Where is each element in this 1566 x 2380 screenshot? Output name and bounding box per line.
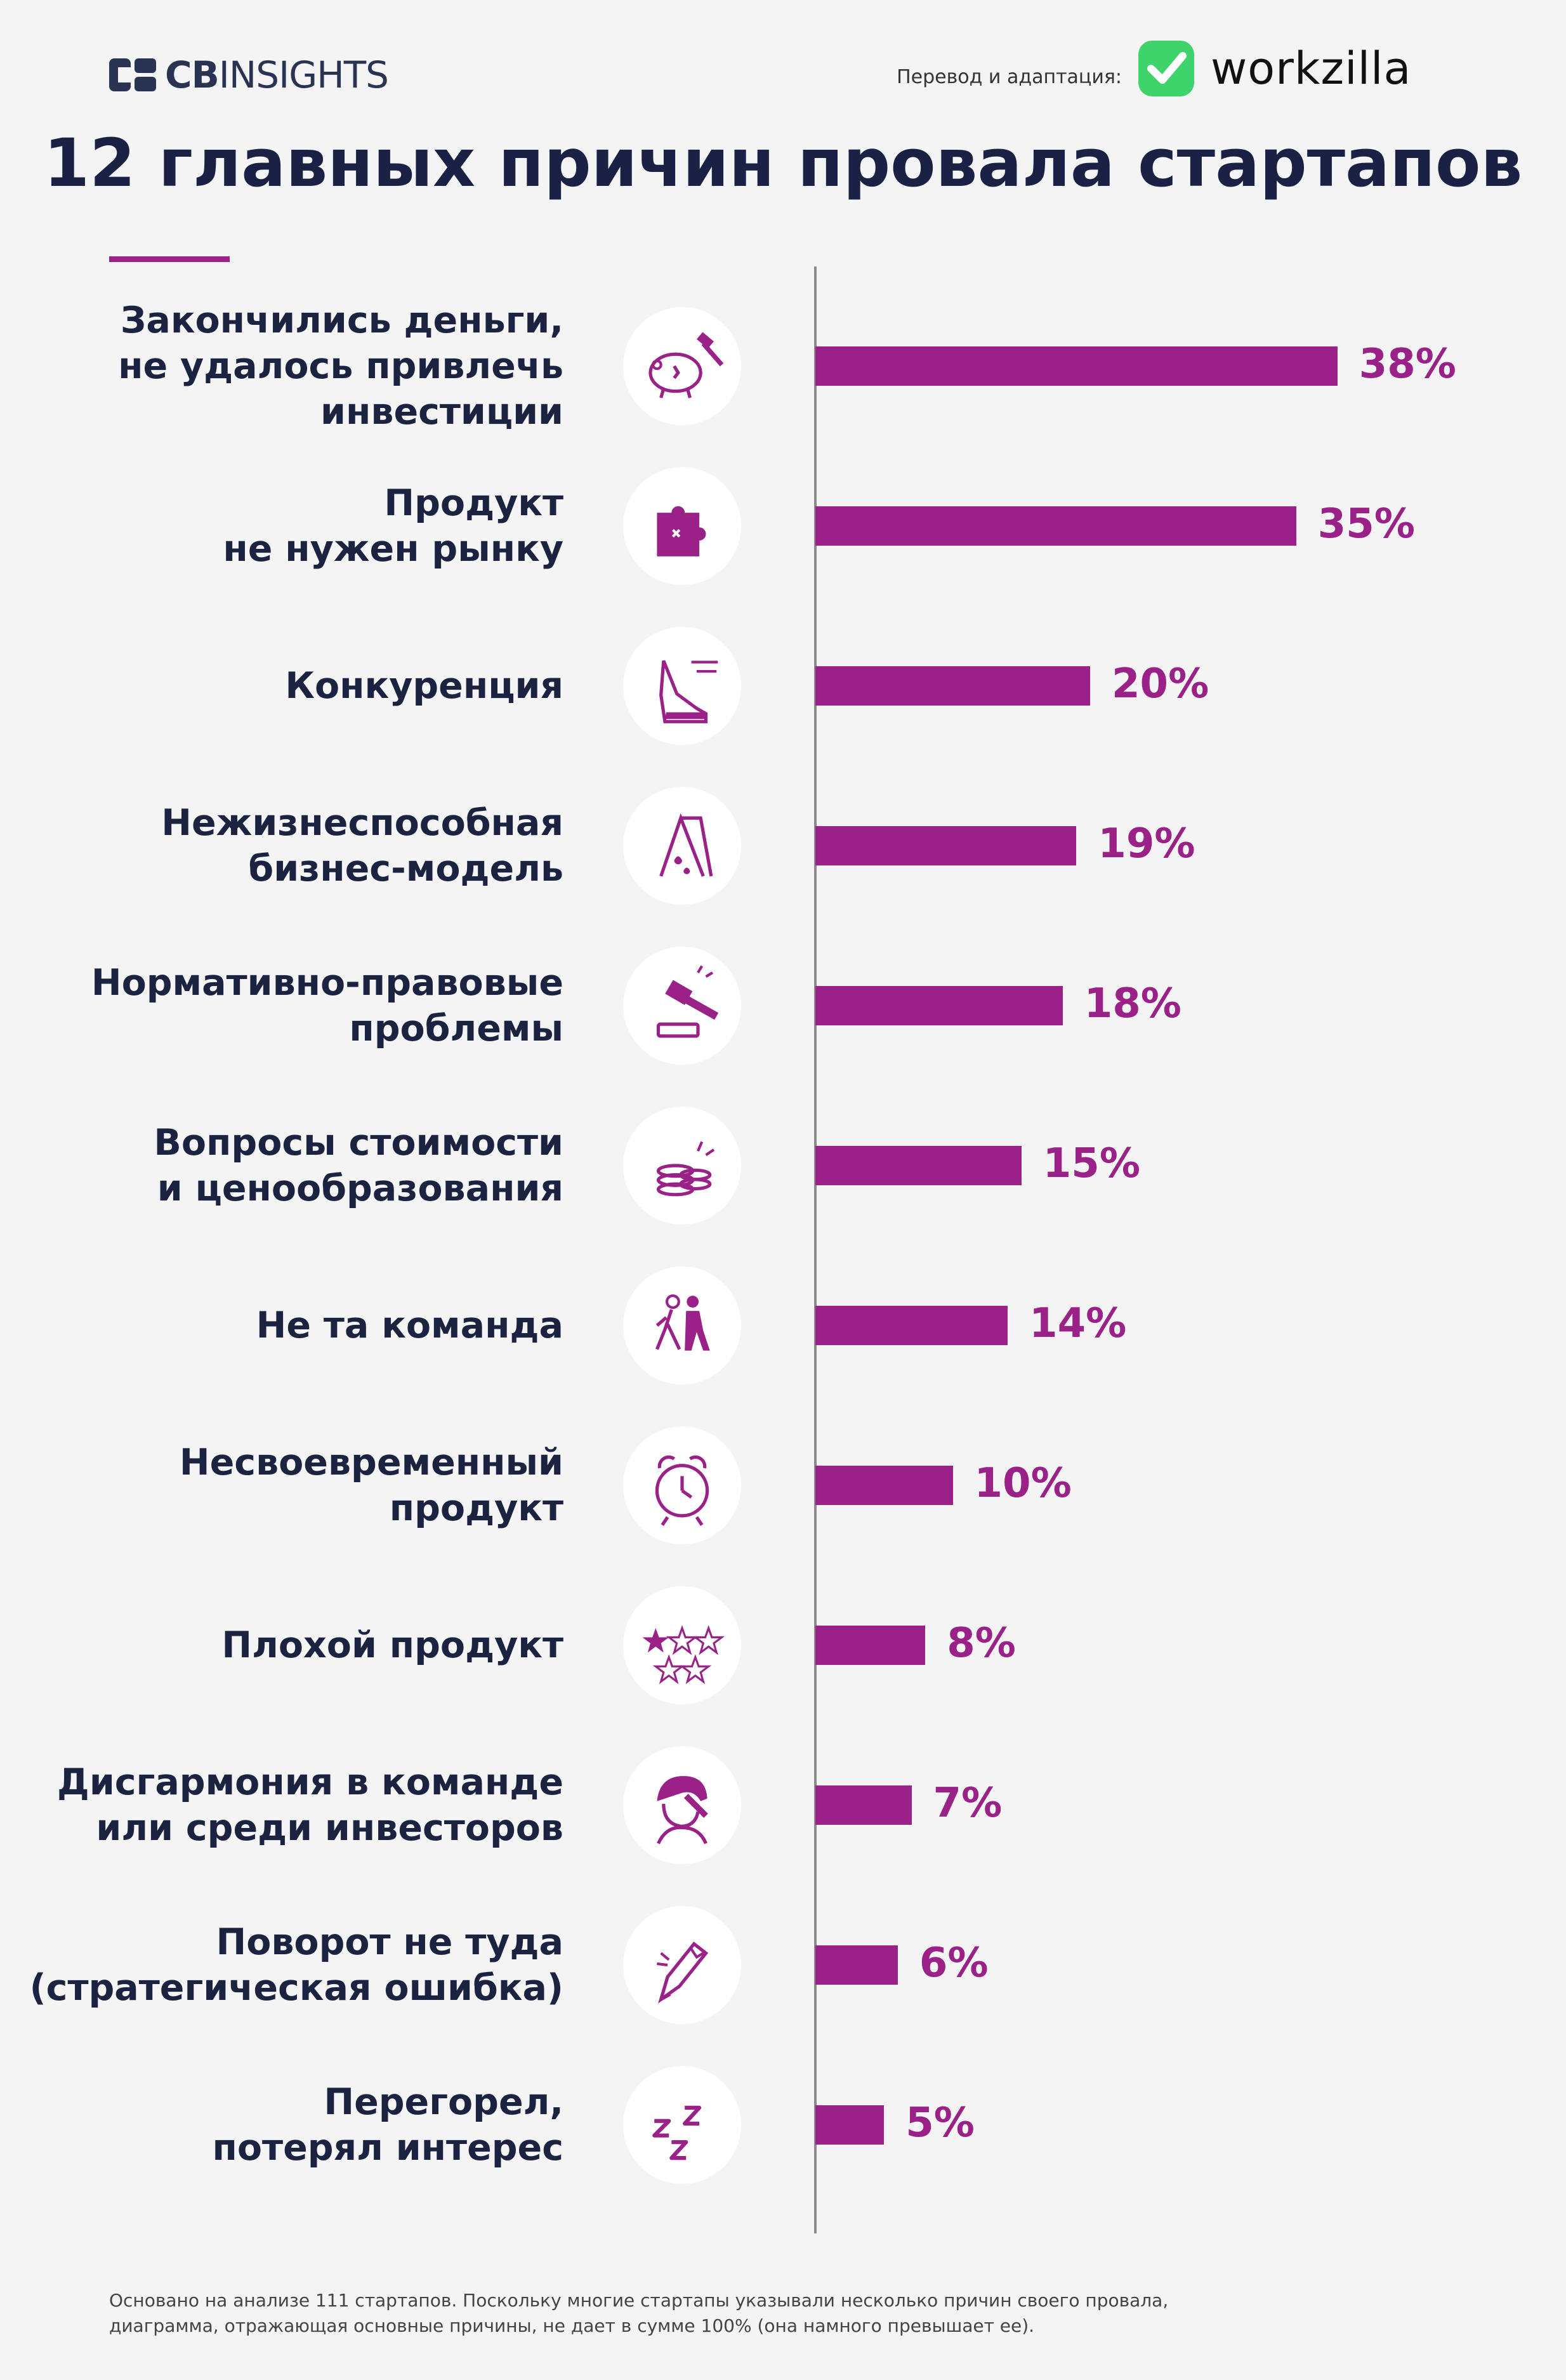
bar-value-label: 35%	[1317, 501, 1415, 548]
chart-row: Конкуренция 20%	[0, 607, 1566, 765]
bar	[815, 1306, 1008, 1345]
sleep-zzz-icon	[623, 2066, 741, 2184]
bar	[815, 826, 1077, 865]
alarm-clock-icon	[623, 1426, 741, 1544]
workzilla-wordmark: workzilla	[1211, 43, 1412, 95]
bar-value-label: 5%	[905, 2100, 975, 2147]
bar	[815, 1146, 1022, 1185]
walking-people-icon	[623, 1266, 741, 1384]
category-label-line: Перегорел,	[324, 2081, 563, 2123]
bar-value-label: 38%	[1359, 341, 1456, 388]
bar-value-label: 10%	[974, 1460, 1072, 1507]
bar-value-label: 20%	[1112, 661, 1209, 707]
category-label-line: Не та команда	[256, 1305, 563, 1346]
gavel-icon	[623, 947, 741, 1065]
bar	[815, 346, 1338, 386]
coin-stack-icon	[623, 1107, 741, 1225]
leaking-sign-icon	[623, 787, 741, 905]
chart-row: Закончились деньги, не удалось привлечь ин…	[0, 287, 1566, 445]
bar	[815, 1785, 912, 1825]
category-label: Дисгармония в команде или среди инвесторо…	[57, 1759, 563, 1851]
footnote-line-2: диаграмма, отражающая основные причины, …	[109, 2315, 1035, 2336]
chart-row: Не та команда 14%	[0, 1246, 1566, 1405]
category-label: Поворот не туда (стратегическая ошибка)	[30, 1919, 563, 2011]
bar	[815, 1466, 953, 1505]
category-label: Перегорел, потерял интерес	[213, 2079, 564, 2171]
category-label-line: продукт	[389, 1487, 563, 1529]
category-label: Плохой продукт	[221, 1622, 563, 1668]
category-label-line: инвестиции	[320, 391, 563, 433]
category-label-line: (стратегическая ошибка)	[29, 1967, 563, 2009]
chart-row: Дисгармония в команде или среди инвесторо…	[0, 1726, 1566, 1884]
category-label-line: Нормативно-правовые	[91, 962, 563, 1004]
category-label-line: Несвоевременный	[179, 1442, 563, 1483]
puzzle-piece-icon	[623, 467, 741, 585]
category-label-line: или среди инвесторов	[96, 1807, 563, 1849]
piggy-bank-hammer-icon	[623, 307, 741, 425]
bar	[815, 2105, 885, 2145]
bar	[815, 986, 1063, 1025]
frustrated-person-icon	[623, 1746, 741, 1864]
category-label-line: Плохой продукт	[221, 1624, 563, 1666]
header: CBINSIGHTS Перевод и адаптация: workzill…	[0, 0, 1566, 266]
category-label-line: бизнес-модель	[248, 848, 563, 890]
cb-brand-rest: INSIGHTS	[218, 53, 389, 96]
bar-value-label: 6%	[919, 1940, 989, 1987]
category-label: Не та команда	[256, 1303, 563, 1348]
category-label-line: проблемы	[349, 1008, 563, 1049]
cb-brand-bold: CB	[165, 53, 220, 96]
category-label-line: и ценообразования	[157, 1167, 563, 1209]
bar-value-label: 18%	[1084, 980, 1181, 1027]
bar-value-label: 7%	[933, 1780, 1003, 1827]
category-label-line: не нужен рынку	[223, 528, 563, 570]
translation-credit: Перевод и адаптация:	[897, 66, 1122, 88]
bar-value-label: 14%	[1029, 1300, 1127, 1347]
category-label-line: Закончились деньги,	[120, 299, 563, 341]
footnote: Основано на анализе 111 стартапов. Поско…	[109, 2288, 1315, 2339]
category-label-line: потерял интерес	[212, 2127, 564, 2169]
category-label-line: Нежизнеспособная	[161, 802, 563, 844]
running-sneaker-icon	[623, 627, 741, 745]
bar	[815, 1945, 898, 1985]
chart-axis-line	[814, 266, 817, 2233]
cb-insights-logo: CBINSIGHTS	[109, 53, 389, 96]
chart-row: Продукт не нужен рынку 35%	[0, 447, 1566, 605]
category-label: Вопросы стоимости и ценообразования	[154, 1120, 563, 1211]
bar	[815, 1626, 926, 1665]
category-label-line: не удалось привлечь	[118, 345, 563, 387]
category-label: Нежизнеспособная бизнес-модель	[161, 800, 563, 891]
bar-value-label: 19%	[1098, 820, 1195, 867]
footnote-line-1: Основано на анализе 111 стартапов. Поско…	[109, 2290, 1169, 2311]
chart-row: Перегорел, потерял интерес 5%	[0, 2046, 1566, 2204]
category-label-line: Поворот не туда	[216, 1921, 563, 1963]
category-label-line: Дисгармония в команде	[57, 1761, 563, 1803]
category-label: Несвоевременный продукт	[180, 1440, 563, 1531]
category-label: Закончились деньги, не удалось привлечь ин…	[118, 298, 563, 435]
workzilla-logo: workzilla	[1137, 39, 1411, 98]
category-label-line: Продукт	[384, 482, 563, 524]
chart-row: Плохой продукт 8%	[0, 1566, 1566, 1725]
category-label-line: Конкуренция	[285, 665, 563, 707]
chart-row: Нежизнеспособная бизнес-модель 19%	[0, 766, 1566, 925]
chart-row: Вопросы стоимости и ценообразования 15%	[0, 1086, 1566, 1245]
bar	[815, 666, 1090, 706]
category-label: Продукт не нужен рынку	[223, 480, 563, 572]
chart-row: Несвоевременный продукт 10%	[0, 1406, 1566, 1565]
category-label: Нормативно-правовые проблемы	[91, 960, 563, 1051]
workzilla-check-icon	[1138, 41, 1194, 96]
bar	[815, 506, 1296, 546]
page-title: 12 главных причин провала стартапов	[43, 124, 1523, 202]
chart-row: Поворот не туда (стратегическая ошибка) 6…	[0, 1886, 1566, 2044]
category-label-line: Вопросы стоимости	[154, 1122, 563, 1164]
chart-row: Нормативно-правовые проблемы 18%	[0, 926, 1566, 1085]
bar-value-label: 8%	[947, 1620, 1016, 1667]
one-star-rating-icon	[623, 1586, 741, 1704]
bar-value-label: 15%	[1043, 1140, 1140, 1187]
broken-pencil-icon	[623, 1906, 741, 2024]
cb-logo-icon	[109, 58, 156, 91]
category-label: Конкуренция	[285, 663, 563, 709]
title-accent-line	[109, 256, 230, 262]
